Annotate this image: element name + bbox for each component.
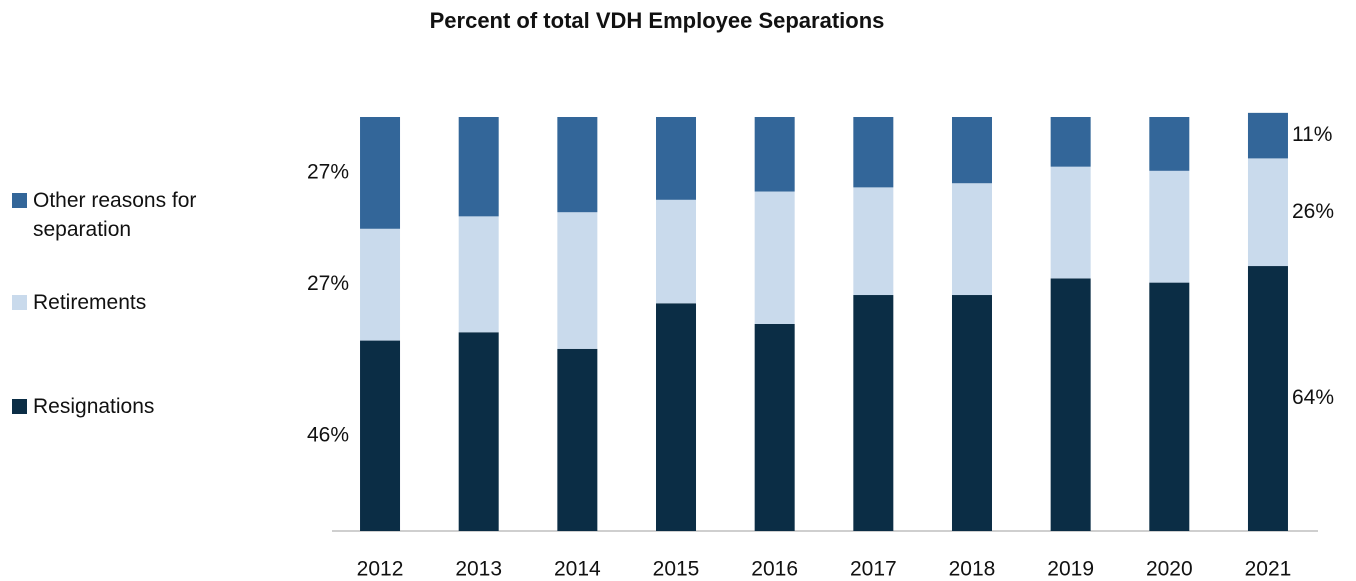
bar-segment (557, 348, 598, 531)
bar-segment (853, 117, 894, 188)
bar-segment (458, 332, 499, 531)
bar-segment (1149, 170, 1190, 283)
x-tick-label: 2013 (455, 558, 502, 581)
bar-segment (1247, 112, 1288, 159)
bar-segment (754, 117, 795, 192)
bar-segment (1149, 117, 1190, 171)
bar-segment (360, 228, 401, 341)
legend-swatch (12, 399, 27, 414)
data-label: 46% (307, 423, 349, 446)
data-label: 64% (1292, 386, 1334, 409)
x-tick-label: 2012 (357, 558, 404, 581)
bar-segment (458, 216, 499, 333)
legend-item: Resignations (12, 392, 154, 421)
legend-label: Resignations (33, 395, 155, 418)
x-tick-label: 2018 (949, 558, 996, 581)
x-tick-label: 2016 (751, 558, 798, 581)
data-label: 27% (307, 160, 349, 183)
bar-segment (458, 117, 499, 217)
bar-segment (1247, 158, 1288, 267)
bar-segment (1050, 166, 1091, 279)
bar-segment (754, 324, 795, 531)
legend-item: Retirements (12, 288, 146, 317)
chart-title: Percent of total VDH Employee Separation… (430, 8, 885, 33)
x-tick-label: 2015 (653, 558, 700, 581)
legend-label: Other reasons for separation (33, 189, 197, 241)
bar-segment (1149, 282, 1190, 531)
x-tick-label: 2021 (1245, 558, 1292, 581)
x-tick-label: 2020 (1146, 558, 1193, 581)
bar-segment (360, 340, 401, 531)
data-label: 27% (307, 272, 349, 295)
bar-segment (557, 117, 598, 213)
bar-segment (656, 303, 697, 531)
legend-swatch (12, 193, 27, 208)
bar-segment (1050, 117, 1091, 167)
bar-segment (853, 295, 894, 531)
bar-segment (557, 212, 598, 349)
legend-item: Other reasons for separation (12, 186, 242, 244)
x-tick-label: 2017 (850, 558, 897, 581)
legend-swatch (12, 295, 27, 310)
bar-segment (656, 117, 697, 200)
bar-segment (853, 187, 894, 296)
bar-segment (360, 117, 401, 229)
bar-segment (656, 199, 697, 304)
bar-segment (951, 183, 992, 296)
bar-segment (1050, 278, 1091, 531)
bar-segment (1247, 266, 1288, 531)
x-tick-label: 2014 (554, 558, 601, 581)
legend-label: Retirements (33, 291, 147, 314)
x-tick-label: 2019 (1047, 558, 1094, 581)
bar-segment (951, 295, 992, 531)
data-label: 11% (1292, 123, 1332, 146)
bar-segment (754, 191, 795, 324)
data-label: 26% (1292, 200, 1334, 223)
bar-segment (951, 117, 992, 184)
